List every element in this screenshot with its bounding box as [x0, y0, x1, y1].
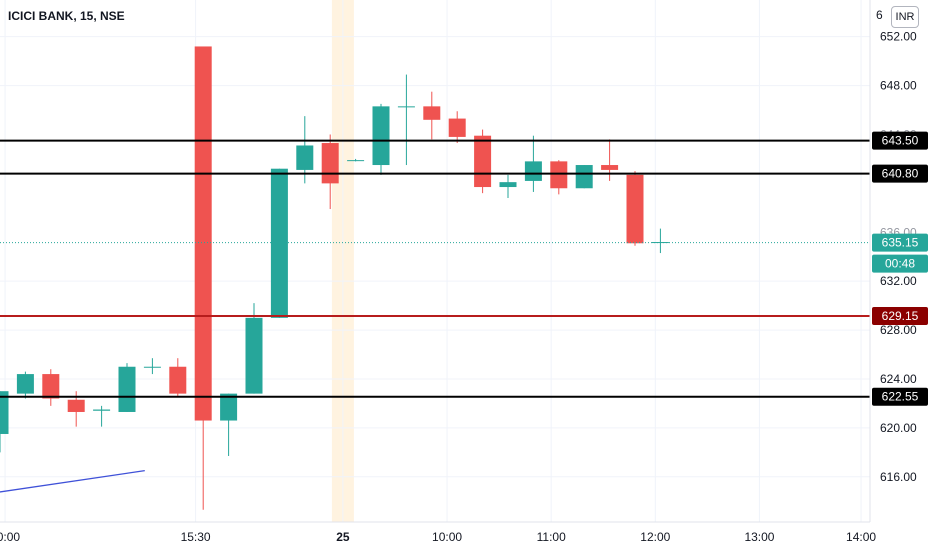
- bar-countdown-tag: 00:48: [885, 257, 915, 271]
- line-price-tag-bg[interactable]: [872, 131, 928, 150]
- candle-body[interactable]: [67, 399, 85, 412]
- candle-body[interactable]: [194, 46, 212, 421]
- candle-body[interactable]: [423, 106, 441, 120]
- currency-button[interactable]: INR: [891, 6, 919, 28]
- candle-body[interactable]: [143, 366, 161, 368]
- x-tick-label: 10:00: [432, 530, 462, 544]
- clipped-price-label: 6: [876, 8, 883, 22]
- x-tick-label: 10:00: [0, 530, 20, 544]
- x-tick-label: 14:00: [846, 530, 876, 544]
- last-price-tag: 635.15: [882, 236, 919, 250]
- candle-body[interactable]: [575, 165, 593, 189]
- candle-body[interactable]: [372, 106, 390, 166]
- x-tick-label: 15:30: [181, 530, 211, 544]
- line-price-tag: 629.15: [882, 309, 919, 323]
- candle-body[interactable]: [296, 145, 314, 170]
- line-price-tag: 622.55: [882, 390, 919, 404]
- y-tick-label: 628.00: [880, 323, 917, 337]
- candle-body[interactable]: [397, 106, 415, 108]
- candle-body[interactable]: [42, 374, 60, 399]
- candle-body[interactable]: [220, 393, 238, 421]
- candle-body[interactable]: [245, 317, 263, 394]
- candle-body[interactable]: [448, 118, 466, 137]
- y-tick-label: 620.00: [880, 421, 917, 435]
- trendline-drawing[interactable]: [0, 470, 145, 493]
- candle-body[interactable]: [16, 374, 34, 394]
- candle-body[interactable]: [0, 391, 9, 434]
- candle-body[interactable]: [626, 174, 644, 244]
- y-tick-label: 632.00: [880, 274, 917, 288]
- candle-body[interactable]: [601, 165, 619, 170]
- x-tick-label: 12:00: [640, 530, 670, 544]
- line-price-tag: 640.80: [882, 167, 919, 181]
- time-axis[interactable]: [0, 522, 932, 550]
- candle-body[interactable]: [169, 366, 187, 394]
- candle-body[interactable]: [474, 135, 492, 188]
- candle-body[interactable]: [550, 161, 568, 189]
- y-tick-label: 624.00: [880, 372, 917, 386]
- candle-body[interactable]: [347, 160, 365, 162]
- x-tick-label: 13:00: [744, 530, 774, 544]
- candle-body[interactable]: [118, 366, 136, 412]
- symbol-title[interactable]: ICICI BANK, 15, NSE: [8, 9, 125, 23]
- bar-countdown-tag-bg[interactable]: [872, 254, 928, 273]
- candle-body[interactable]: [321, 143, 339, 184]
- candle-body[interactable]: [524, 161, 542, 181]
- candle-body[interactable]: [270, 168, 288, 318]
- candle-body[interactable]: [93, 409, 111, 411]
- line-price-tag-bg[interactable]: [872, 387, 928, 406]
- price-axis[interactable]: [870, 0, 932, 550]
- line-price-tag: 643.50: [882, 134, 919, 148]
- x-tick-label: 25: [336, 530, 350, 544]
- line-price-tag-bg[interactable]: [872, 164, 928, 183]
- y-tick-label: 616.00: [880, 470, 917, 484]
- last-price-tag-bg[interactable]: [872, 233, 928, 252]
- y-tick-label: 652.00: [880, 30, 917, 44]
- y-tick-label: 648.00: [880, 79, 917, 93]
- line-price-tag-bg[interactable]: [872, 307, 928, 326]
- x-tick-label: 11:00: [537, 530, 566, 544]
- candle-body[interactable]: [499, 182, 517, 188]
